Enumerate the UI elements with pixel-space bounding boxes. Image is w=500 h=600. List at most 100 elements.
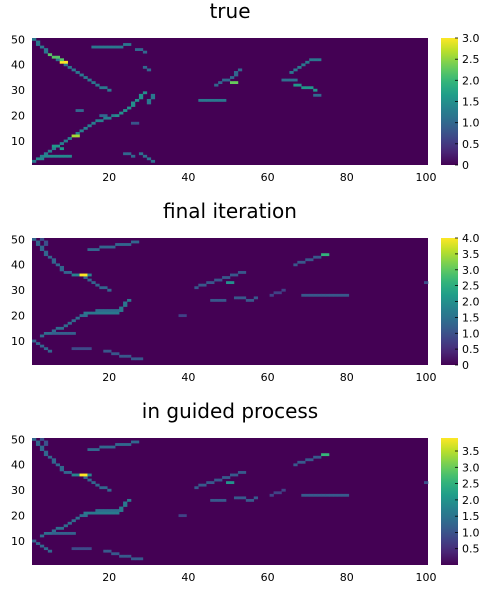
heatmap-cell <box>297 261 301 264</box>
heatmap-cell <box>107 312 111 315</box>
heatmap-cell <box>313 256 317 259</box>
heatmap-cell <box>309 258 313 261</box>
heatmap-cell <box>301 86 305 89</box>
heatmap-cell <box>52 458 56 461</box>
heatmap-cell <box>321 294 325 297</box>
heatmap-cell <box>52 56 56 59</box>
heatmap-cell <box>333 494 337 497</box>
heatmap-cell <box>80 347 84 350</box>
heatmap-cell <box>270 294 274 297</box>
heatmap-cell <box>230 76 234 79</box>
heatmap-cell <box>238 68 242 71</box>
heatmap-cell <box>103 46 107 49</box>
colorbar-tick-label: 0.5 <box>462 138 480 151</box>
heatmap-cell <box>68 322 72 325</box>
heatmap-cell <box>95 119 99 122</box>
heatmap-cell <box>305 458 309 461</box>
heatmap-cell <box>40 157 44 160</box>
heatmap-cell <box>214 479 218 482</box>
heatmap-cell <box>293 263 297 266</box>
y-tick-label: 10 <box>11 135 25 148</box>
heatmap-cell <box>107 89 111 92</box>
colorbar-tick-label: 4.0 <box>462 232 480 245</box>
heatmap-cell <box>107 246 111 249</box>
y-tick-label: 50 <box>11 33 25 46</box>
heatmap-cell <box>226 476 230 479</box>
heatmap-cell <box>64 532 68 535</box>
heatmap-cell <box>111 552 115 555</box>
heatmap-cell <box>83 314 87 317</box>
colorbar-tick-label: 1.0 <box>462 117 480 130</box>
heatmap-cell <box>87 248 91 251</box>
heatmap-cell <box>111 512 115 515</box>
x-tick-label: 80 <box>340 371 354 384</box>
heatmap-cell <box>222 79 226 82</box>
heatmap-cell <box>226 79 230 82</box>
heatmap-cell <box>99 286 103 289</box>
panel-2-title: final iteration <box>163 199 297 223</box>
colorbar-tick-label: 0.5 <box>462 343 480 356</box>
heatmap-cell <box>309 458 313 461</box>
heatmap-cell <box>91 122 95 125</box>
heatmap-cell <box>123 43 127 46</box>
heatmap-cell <box>56 327 60 330</box>
colorbar-tick-label: 3.5 <box>462 248 480 261</box>
heatmap-cell <box>309 58 313 61</box>
heatmap-cell <box>32 238 36 241</box>
heatmap-cell <box>76 135 80 138</box>
heatmap-cell <box>83 347 87 350</box>
heatmap-cell <box>194 286 198 289</box>
heatmap-cell <box>147 68 151 71</box>
heatmap-cell <box>202 284 206 287</box>
heatmap-cell <box>87 279 91 282</box>
heatmap-cell <box>274 291 278 294</box>
heatmap-cell <box>52 261 56 264</box>
heatmap-cell <box>56 145 60 148</box>
heatmap-cell <box>289 71 293 74</box>
heatmap-cell <box>60 268 64 271</box>
heatmap-cell <box>289 79 293 82</box>
heatmap-cell <box>329 494 333 497</box>
heatmap-cell <box>305 61 309 64</box>
y-tick-label: 20 <box>11 310 25 323</box>
heatmap-cell <box>48 256 52 259</box>
heatmap-cell <box>80 474 84 477</box>
heatmap-cell <box>107 46 111 49</box>
x-tick-label: 80 <box>340 171 354 184</box>
heatmap-cell <box>230 81 234 84</box>
heatmap-cell <box>87 79 91 82</box>
heatmap-cell <box>214 279 218 282</box>
y-tick-label: 50 <box>11 433 25 446</box>
heatmap-cell <box>40 535 44 538</box>
heatmap-cell <box>278 291 282 294</box>
heatmap-cell <box>87 448 91 451</box>
heatmap-cell <box>48 350 52 353</box>
x-tick-label: 60 <box>261 171 275 184</box>
heatmap-cell <box>151 94 155 97</box>
heatmap-cell <box>202 99 206 102</box>
heatmap-cell <box>234 474 238 477</box>
heatmap-cell <box>198 484 202 487</box>
heatmap-cell <box>127 355 131 358</box>
heatmap-cell <box>127 555 131 558</box>
heatmap-cell <box>182 514 186 517</box>
heatmap-cell <box>321 494 325 497</box>
heatmap-cell <box>135 441 139 444</box>
heatmap-cell <box>301 461 305 464</box>
heatmap-cell <box>72 135 76 138</box>
heatmap-cell <box>250 299 254 302</box>
heatmap-cell <box>56 58 60 61</box>
colorbar-tick-label: 2.0 <box>462 74 480 87</box>
heatmap-cell <box>293 463 297 466</box>
heatmap-cell <box>44 347 48 350</box>
heatmap-cell <box>83 127 87 130</box>
heatmap-cell <box>325 453 329 456</box>
heatmap-cell <box>131 155 135 158</box>
heatmap-cell <box>210 299 214 302</box>
heatmap-cell <box>103 114 107 117</box>
heatmap-cell <box>95 309 99 312</box>
heatmap-cell <box>131 241 135 244</box>
heatmap-cell <box>48 150 52 153</box>
heatmap-cell <box>143 91 147 94</box>
heatmap-cell <box>64 524 68 527</box>
